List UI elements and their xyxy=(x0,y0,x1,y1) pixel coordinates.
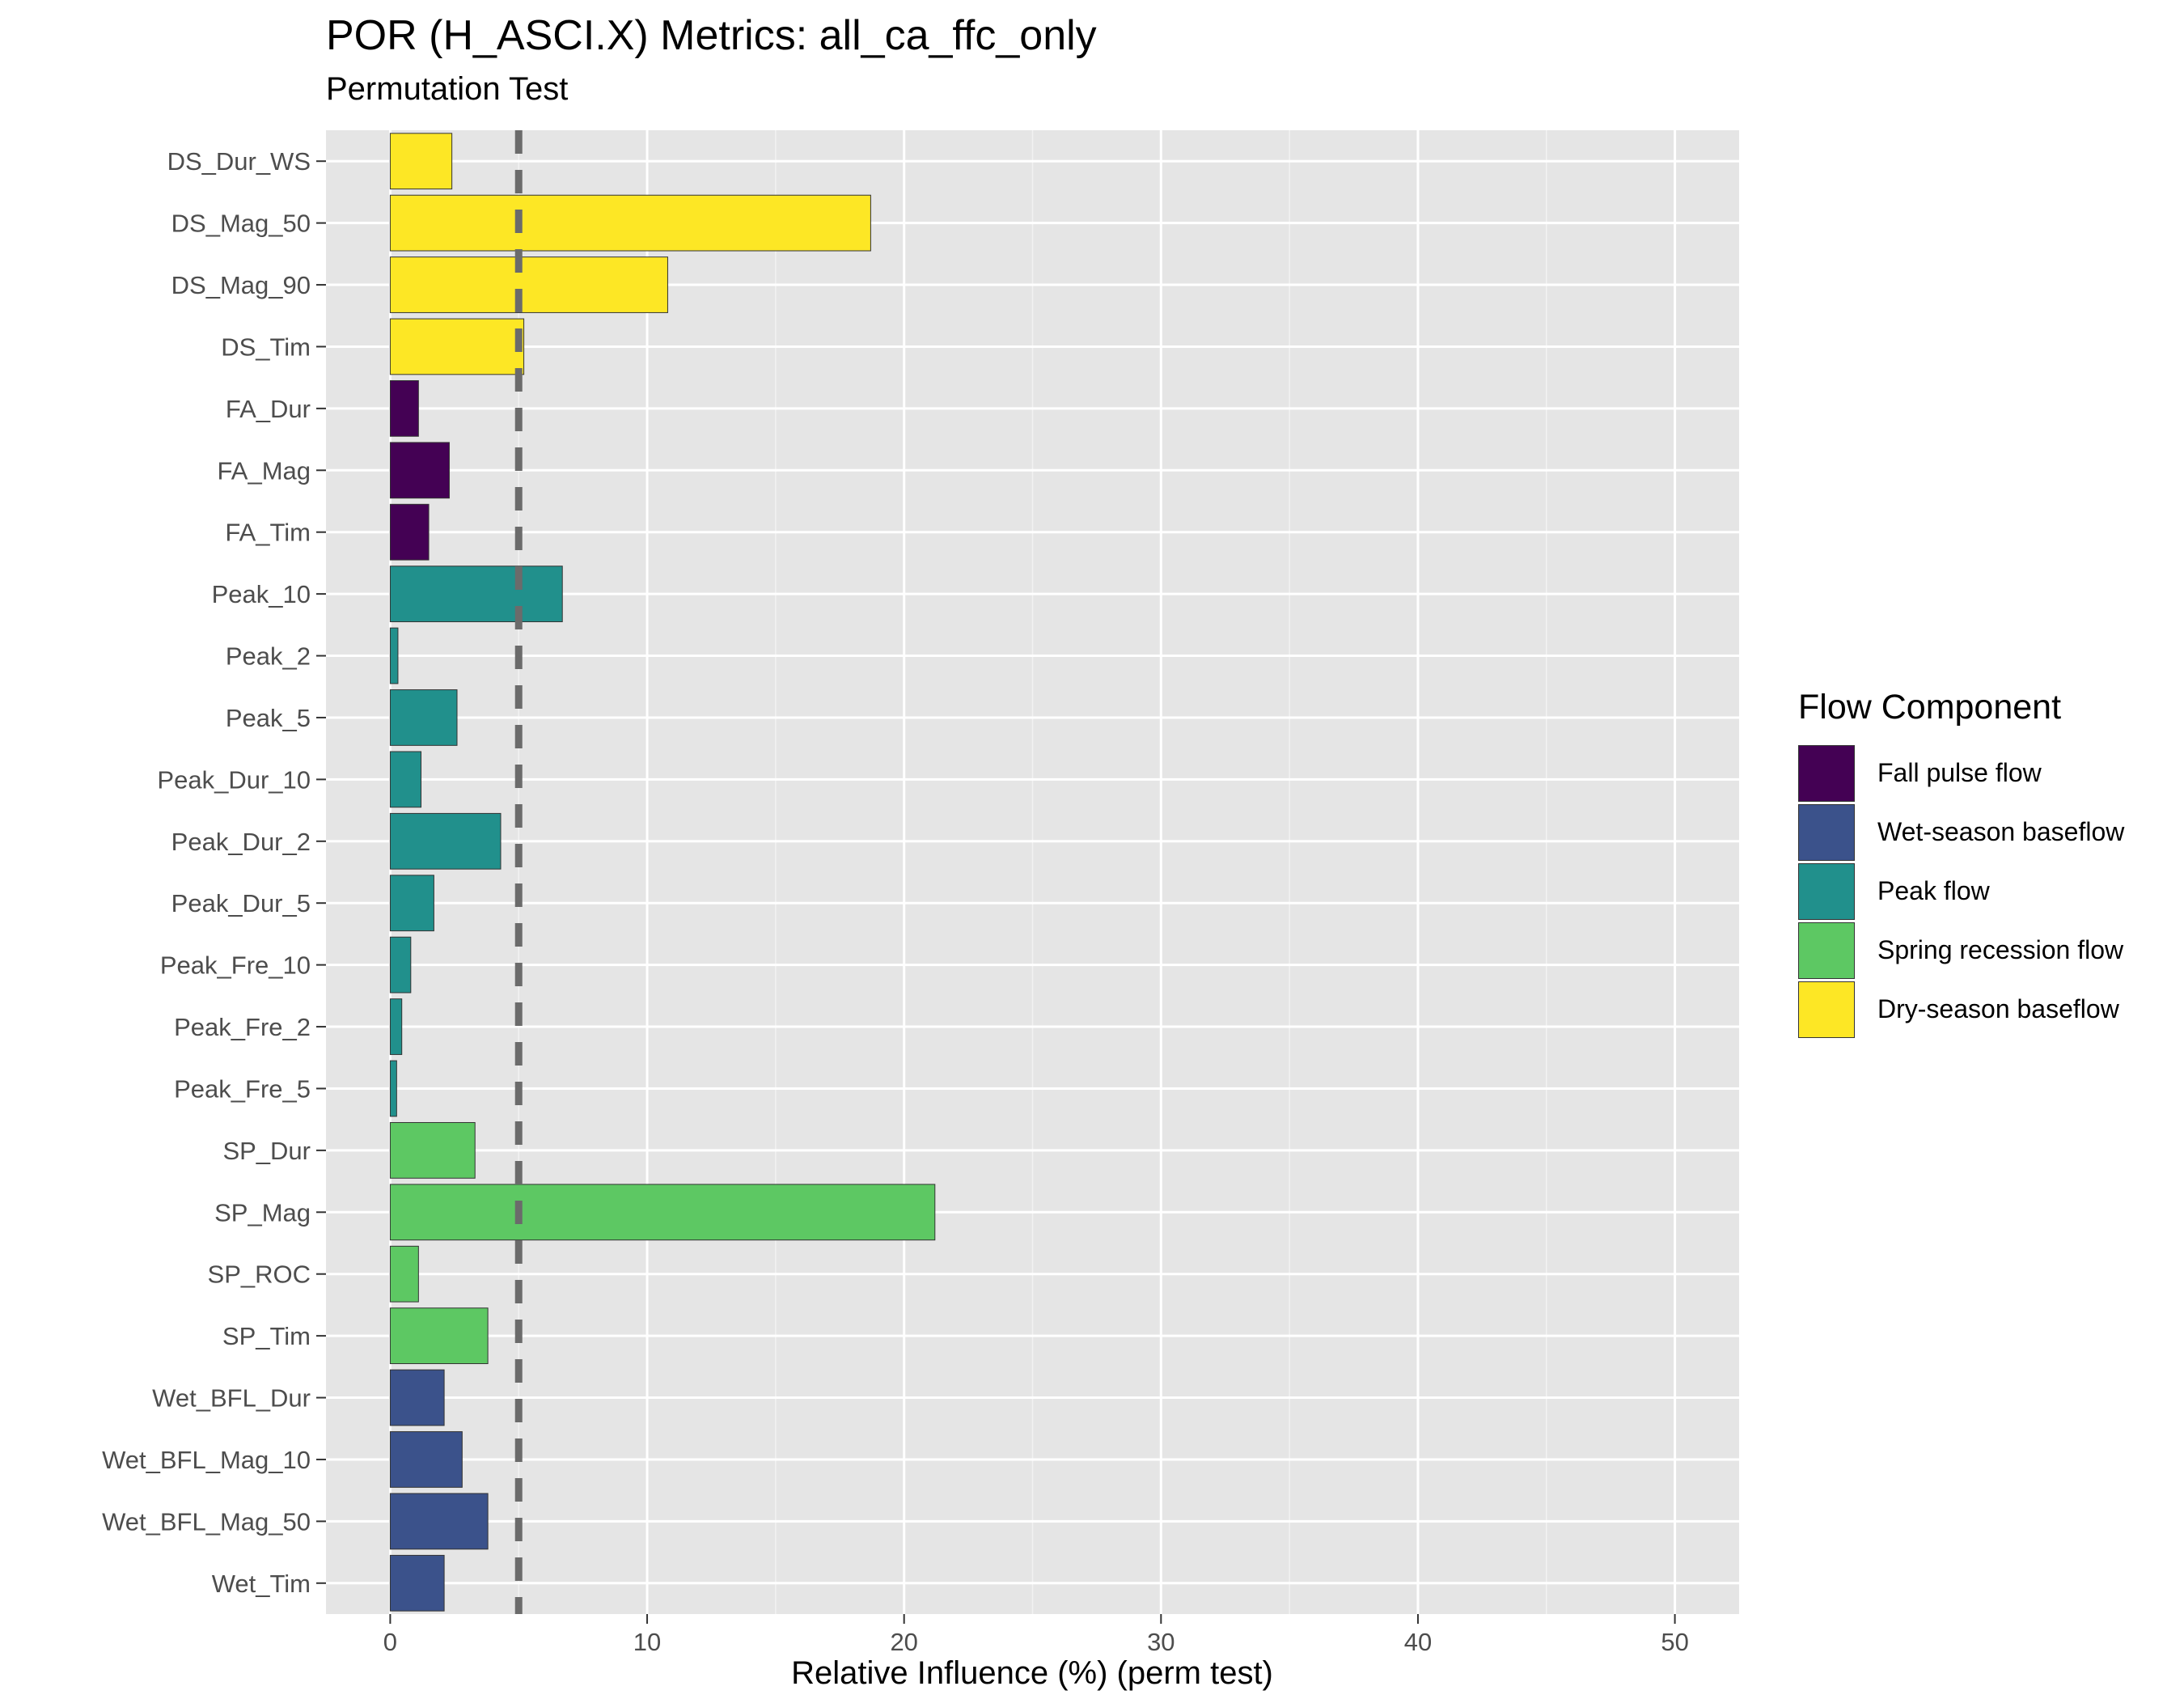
bar xyxy=(389,751,422,808)
bar xyxy=(389,442,450,499)
bar xyxy=(389,875,434,932)
legend-label: Spring recession flow xyxy=(1877,935,2124,964)
bar xyxy=(389,1431,463,1488)
bar xyxy=(389,1121,476,1179)
legend: Flow Component Fall pulse flow Wet-season… xyxy=(1798,688,2124,1039)
x-axis-title: Relative Influence (%) (perm test) xyxy=(791,1655,1273,1691)
bar xyxy=(389,1060,397,1117)
y-tick-label: Peak_5 xyxy=(226,704,311,732)
bar xyxy=(389,998,403,1055)
y-tick-label: SP_Tim xyxy=(222,1322,311,1350)
y-tick-label: Peak_Fre_10 xyxy=(160,951,311,980)
bar xyxy=(389,936,412,994)
bar xyxy=(389,1184,936,1241)
y-tick-label: FA_Mag xyxy=(218,456,311,485)
y-tick-label: Peak_Fre_2 xyxy=(174,1013,311,1041)
bar xyxy=(389,566,563,623)
legend-item: Dry-season baseflow xyxy=(1798,980,2124,1039)
legend-item: Peak flow xyxy=(1798,862,2124,921)
legend-label: Wet-season baseflow xyxy=(1877,817,2125,846)
y-tick-label: DS_Mag_50 xyxy=(171,210,311,238)
y-tick-label: Peak_Dur_2 xyxy=(171,828,311,856)
y-tick-label: DS_Mag_90 xyxy=(171,271,311,299)
x-tick-label: 30 xyxy=(1147,1628,1175,1656)
y-tick-label: Wet_BFL_Dur xyxy=(152,1384,311,1413)
y-tick-label: Peak_Dur_10 xyxy=(157,765,311,794)
y-tick-label: Peak_Dur_5 xyxy=(171,889,311,917)
chart-title: POR (H_ASCI.X) Metrics: all_ca_ffc_only xyxy=(326,12,1097,59)
y-tick-label: SP_Mag xyxy=(214,1198,311,1227)
legend-swatch xyxy=(1798,862,1855,920)
legend-swatch xyxy=(1798,922,1855,979)
y-tick-label: FA_Dur xyxy=(226,395,311,423)
bar xyxy=(389,627,399,684)
y-tick-label: SP_Dur xyxy=(222,1137,311,1165)
bar xyxy=(389,689,458,746)
legend-swatch xyxy=(1798,803,1855,861)
legend-items: Fall pulse flow Wet-season baseflow Peak f… xyxy=(1798,744,2124,1039)
bar xyxy=(389,1554,445,1612)
y-axis: DS_Dur_WS DS_Mag_50 DS_Mag_90 DS_Tim FA_Dur F… xyxy=(102,147,326,1598)
x-tick-label: 50 xyxy=(1661,1628,1688,1656)
major-gridlines xyxy=(326,130,1739,1614)
bar xyxy=(389,318,525,375)
y-tick-label: Peak_Fre_5 xyxy=(174,1074,311,1103)
legend-swatch xyxy=(1798,981,1855,1038)
legend-title: Flow Component xyxy=(1798,688,2062,727)
legend-label: Peak flow xyxy=(1877,876,1990,905)
bar xyxy=(389,1369,445,1426)
y-tick-label: Wet_BFL_Mag_10 xyxy=(102,1446,311,1474)
chart-subtitle: Permutation Test xyxy=(326,71,569,107)
bar xyxy=(389,1245,419,1303)
x-axis: 0 10 20 30 40 50 xyxy=(383,1614,1689,1656)
bar xyxy=(389,1493,489,1550)
y-tick-label: Peak_2 xyxy=(226,642,311,671)
y-tick-label: Wet_BFL_Mag_50 xyxy=(102,1507,311,1536)
bar xyxy=(389,194,871,252)
y-tick-label: SP_ROC xyxy=(208,1260,311,1289)
legend-label: Dry-season baseflow xyxy=(1877,994,2119,1023)
legend-item: Spring recession flow xyxy=(1798,921,2124,980)
bar xyxy=(389,133,453,190)
legend-item: Fall pulse flow xyxy=(1798,744,2124,803)
legend-item: Wet-season baseflow xyxy=(1798,803,2124,862)
bar xyxy=(389,503,430,561)
bars-group xyxy=(389,133,936,1612)
bar xyxy=(389,812,502,870)
y-tick-label: Wet_Tim xyxy=(212,1570,311,1598)
y-tick-label: Peak_10 xyxy=(212,580,311,608)
legend-swatch xyxy=(1798,744,1855,802)
legend-label: Fall pulse flow xyxy=(1877,758,2042,787)
x-tick-label: 40 xyxy=(1404,1628,1432,1656)
bar xyxy=(389,379,419,437)
y-tick-label: DS_Dur_WS xyxy=(167,147,311,176)
x-tick-label: 0 xyxy=(383,1628,397,1656)
y-tick-label: DS_Tim xyxy=(221,333,311,361)
x-tick-label: 20 xyxy=(890,1628,917,1656)
y-tick-label: FA_Tim xyxy=(225,519,311,547)
bar xyxy=(389,256,668,313)
bar xyxy=(389,1307,489,1365)
x-tick-label: 10 xyxy=(633,1628,661,1656)
